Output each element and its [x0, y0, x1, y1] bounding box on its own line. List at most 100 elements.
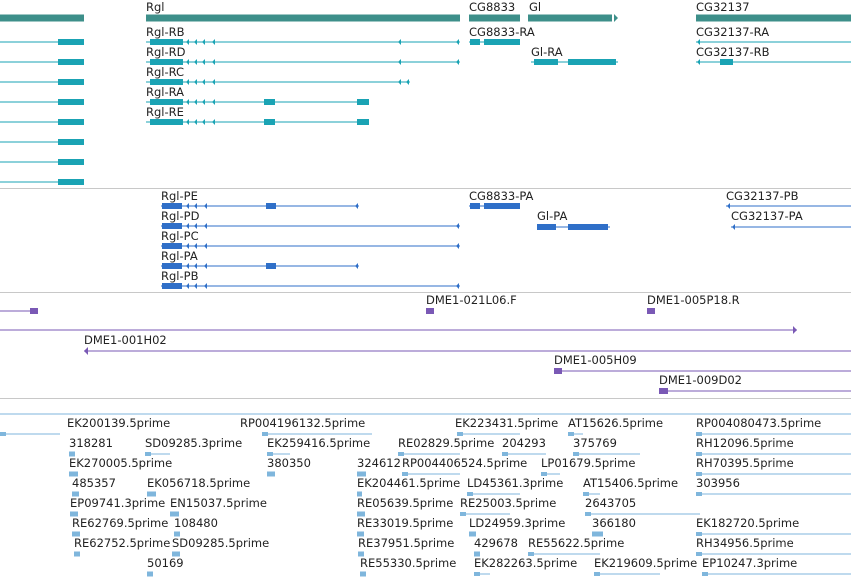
est-label[interactable]: LP01679.5prime	[541, 456, 636, 470]
est-exon[interactable]	[457, 432, 463, 436]
transcript-exon[interactable]	[357, 99, 369, 105]
transcript-strand-arrow[interactable]	[186, 99, 189, 105]
est-label[interactable]: RE55622.5prime	[528, 536, 625, 550]
transcript-strand-arrow[interactable]	[202, 39, 205, 45]
est-label[interactable]: RE62769.5prime	[72, 516, 169, 530]
est-label[interactable]: RE37951.5prime	[358, 536, 455, 550]
est-label[interactable]: RH70395.5prime	[696, 456, 794, 470]
est-label[interactable]: EP09741.3prime	[70, 496, 166, 510]
transcript-strand-arrow[interactable]	[194, 59, 197, 65]
clone-strand-arrow[interactable]	[84, 347, 88, 355]
est-exon[interactable]	[474, 551, 480, 557]
est-exon[interactable]	[474, 572, 480, 576]
transcript-label-rgl-rd[interactable]: Rgl-RD	[146, 45, 186, 59]
transcript-strand-arrow[interactable]	[186, 39, 189, 45]
transcript-exon[interactable]	[470, 203, 480, 209]
est-exon[interactable]	[696, 432, 702, 436]
transcript-strand-arrow[interactable]	[204, 243, 207, 249]
est-exon[interactable]	[69, 451, 75, 457]
gene-label-gi[interactable]: Gl	[529, 0, 542, 14]
transcript-strand-arrow[interactable]	[194, 243, 197, 249]
transcript-exon[interactable]	[58, 139, 84, 145]
est-exon[interactable]	[74, 551, 80, 557]
est-exon[interactable]	[696, 532, 702, 536]
transcript-strand-arrow[interactable]	[212, 99, 215, 105]
transcript-label-rgl-pa[interactable]: Rgl-PA	[161, 249, 198, 263]
transcript-exon[interactable]	[58, 119, 84, 125]
transcript-exon[interactable]	[264, 119, 275, 125]
transcript-strand-arrow[interactable]	[202, 59, 205, 65]
est-label[interactable]: RH12096.5prime	[696, 436, 794, 450]
est-exon[interactable]	[398, 452, 404, 456]
transcript-strand-arrow[interactable]	[194, 203, 197, 209]
clone-strand-arrow[interactable]	[793, 326, 797, 334]
clone-end[interactable]	[647, 308, 655, 314]
transcript-label-cg32137-ra[interactable]: CG32137-RA	[696, 25, 770, 39]
transcript-strand-arrow[interactable]	[186, 203, 189, 209]
transcript-exon[interactable]	[58, 159, 84, 165]
transcript-strand-arrow[interactable]	[406, 79, 409, 85]
transcript-exon[interactable]	[162, 283, 182, 289]
transcript-exon[interactable]	[266, 263, 276, 269]
est-label[interactable]: 485357	[72, 476, 116, 490]
transcript-strand-arrow[interactable]	[398, 79, 401, 85]
transcript-strand-arrow[interactable]	[186, 119, 189, 125]
est-label[interactable]: 50169	[147, 556, 184, 570]
transcript-exon[interactable]	[470, 39, 480, 45]
est-exon[interactable]	[360, 571, 366, 577]
transcript-strand-arrow[interactable]	[456, 39, 459, 45]
transcript-strand-arrow[interactable]	[202, 79, 205, 85]
clone-label-dme1-001h02[interactable]: DME1-001H02	[84, 333, 167, 347]
est-exon[interactable]	[469, 531, 476, 537]
transcript-strand-arrow[interactable]	[204, 283, 207, 289]
est-label[interactable]: AT15406.5prime	[583, 476, 679, 490]
transcript-label-rgl-rc[interactable]: Rgl-RC	[146, 65, 185, 79]
transcript-label-rgl-pe[interactable]: Rgl-PE	[161, 189, 198, 203]
est-label[interactable]: 108480	[174, 516, 218, 530]
transcript-label-cg32137-rb[interactable]: CG32137-RB	[696, 45, 770, 59]
est-exon[interactable]	[69, 471, 78, 477]
est-label[interactable]: EK282263.5prime	[474, 556, 578, 570]
transcript-exon[interactable]	[534, 59, 558, 65]
transcript-strand-arrow[interactable]	[194, 79, 197, 85]
transcript-exon[interactable]	[537, 224, 556, 230]
transcript-label-rgl-pc[interactable]: Rgl-PC	[161, 229, 199, 243]
est-label[interactable]: EK270005.5prime	[69, 456, 173, 470]
transcript-label-rgl-ra[interactable]: Rgl-RA	[146, 85, 185, 99]
transcript-exon[interactable]	[162, 223, 182, 229]
est-label[interactable]: EK219609.5prime	[594, 556, 698, 570]
est-label[interactable]: EP10247.3prime	[702, 556, 798, 570]
est-label[interactable]: 318281	[69, 436, 113, 450]
est-exon[interactable]	[267, 452, 273, 456]
transcript-exon[interactable]	[720, 59, 733, 65]
transcript-label-gi-ra[interactable]: Gl-RA	[531, 45, 563, 59]
est-label[interactable]: RE55330.5prime	[360, 556, 457, 570]
est-label[interactable]: RP004196132.5prime	[240, 416, 366, 430]
transcript-exon[interactable]	[58, 79, 84, 85]
transcript-strand-arrow[interactable]	[194, 119, 197, 125]
transcript-strand-arrow[interactable]	[194, 263, 197, 269]
transcript-exon[interactable]	[484, 39, 520, 45]
clone-end[interactable]	[554, 368, 562, 374]
transcript-strand-arrow[interactable]	[697, 59, 700, 65]
est-exon[interactable]	[357, 471, 366, 477]
est-label[interactable]: EK259416.5prime	[267, 436, 371, 450]
est-exon[interactable]	[585, 512, 591, 516]
est-label[interactable]: RH34956.5prime	[696, 536, 794, 550]
est-exon[interactable]	[583, 492, 589, 496]
gene-label-cg32137[interactable]: CG32137	[696, 0, 750, 14]
est-exon[interactable]	[72, 531, 80, 537]
gene-label-cg8833[interactable]: CG8833	[469, 0, 516, 14]
transcript-strand-arrow[interactable]	[398, 59, 401, 65]
clone-label-dme1-009d02[interactable]: DME1-009D02	[659, 373, 742, 387]
est-exon[interactable]	[696, 452, 702, 456]
transcript-exon[interactable]	[484, 203, 520, 209]
transcript-exon[interactable]	[357, 119, 369, 125]
transcript-label-rgl-rb[interactable]: Rgl-RB	[146, 25, 185, 39]
transcript-exon[interactable]	[150, 79, 183, 85]
transcript-strand-arrow[interactable]	[212, 59, 215, 65]
est-label[interactable]: RE02829.5prime	[398, 436, 495, 450]
transcript-label-cg8833-ra[interactable]: CG8833-RA	[469, 25, 535, 39]
est-label[interactable]: RE25003.5prime	[460, 496, 557, 510]
